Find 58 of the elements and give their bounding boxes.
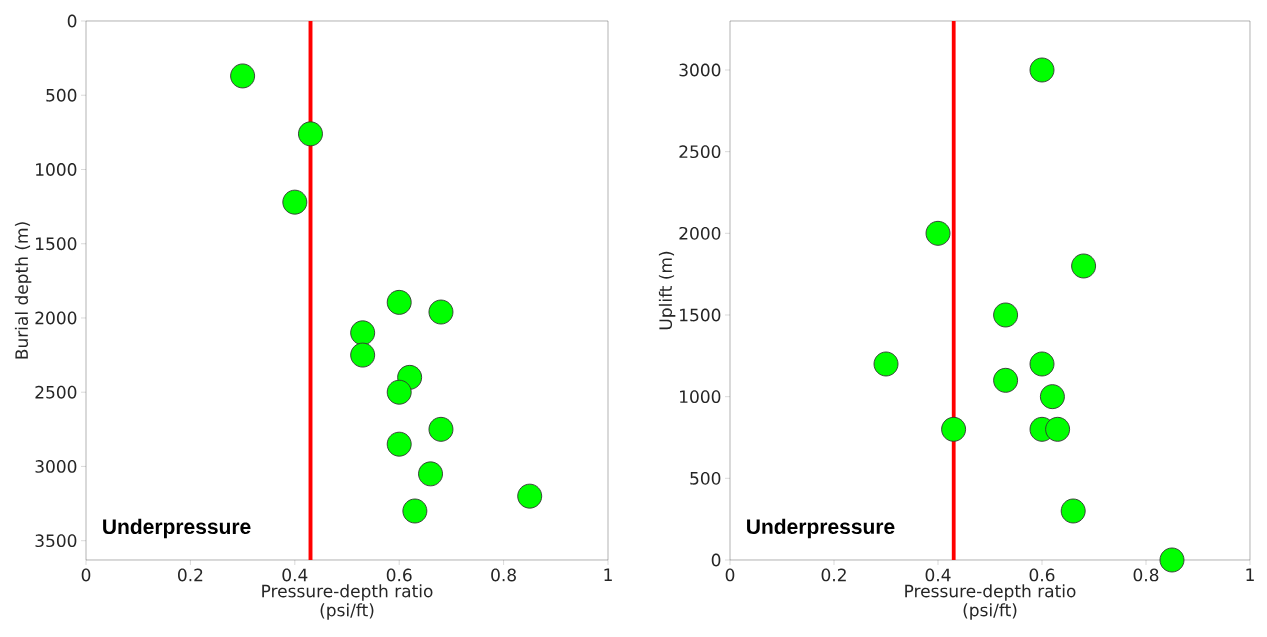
y-tick-label: 1000 [680, 390, 721, 404]
y-tick-label: 1500 [36, 237, 77, 251]
x-axis-title: Pressure-depth ratio (psi/ft) [262, 584, 433, 620]
point [350, 342, 376, 368]
point [941, 416, 967, 442]
point [386, 431, 412, 457]
x-tick-label: 0.4 [925, 568, 951, 582]
point [925, 220, 951, 246]
x-tick-label: 0.8 [1133, 568, 1159, 582]
y-tick-label: 2500 [679, 145, 721, 159]
point [1029, 57, 1055, 83]
y-tick-label: 2000 [679, 226, 721, 240]
point [386, 289, 412, 315]
point [517, 483, 543, 509]
point [350, 320, 376, 346]
point [418, 461, 443, 487]
y-axis-title: Burial depth (m) [14, 222, 32, 359]
point [402, 498, 428, 524]
y-tick-label: 2500 [35, 385, 77, 399]
y-tick-label: 1500 [680, 308, 721, 322]
y-tick-label: 3000 [679, 63, 721, 77]
point [1045, 416, 1071, 442]
x-tick-label: 0.4 [282, 568, 308, 582]
x-tick-label: 0.2 [178, 568, 203, 582]
y-axis-title: Uplift (m) [658, 251, 676, 330]
x-tick-label: 1 [1246, 568, 1254, 581]
y-tick-label: 0 [711, 553, 721, 567]
point [428, 416, 454, 442]
x-tick-label: 1 [604, 568, 612, 581]
point [993, 302, 1019, 328]
y-tick-label: 2000 [35, 311, 77, 325]
x-tick-label: 0 [81, 568, 91, 582]
point [386, 379, 412, 405]
point [873, 351, 899, 377]
point [1159, 547, 1185, 573]
point [1039, 384, 1065, 410]
point [428, 299, 454, 325]
y-tick-label: 3000 [35, 460, 77, 473]
x-tick-label: 0.8 [491, 568, 516, 582]
annotation: Underpressure [747, 518, 895, 539]
point [993, 367, 1019, 393]
x-tick-label: 0.6 [1029, 568, 1055, 582]
y-tick-label: 500 [690, 471, 721, 485]
x-tick-label: 0 [725, 568, 735, 582]
y-tick-label: 3500 [35, 534, 77, 548]
point [282, 189, 308, 215]
annotation: Underpressure [103, 518, 251, 539]
point [1071, 253, 1097, 279]
x-axis-title: Pressure-depth ratio (psi/ft) [905, 584, 1076, 620]
point [298, 121, 323, 147]
y-tick-label: 0 [67, 14, 77, 28]
point [230, 63, 256, 89]
y-tick-label: 1000 [36, 163, 77, 176]
x-tick-label: 0.2 [821, 568, 846, 582]
point [1029, 351, 1055, 377]
y-tick-label: 500 [46, 88, 77, 102]
x-tick-label: 0.6 [386, 568, 412, 582]
point [1060, 498, 1086, 524]
